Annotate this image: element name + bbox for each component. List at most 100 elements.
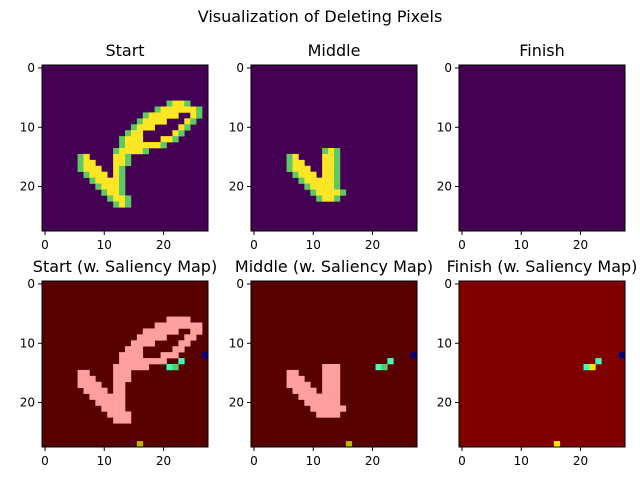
pixel-cell <box>130 340 138 347</box>
pixel-cell <box>196 328 203 335</box>
pixel-cell <box>328 171 335 178</box>
pixel-cell <box>113 159 120 167</box>
pixel-cell <box>322 387 329 394</box>
pixel-cell <box>154 358 161 365</box>
pixel-cell <box>119 399 126 406</box>
pixel-cell <box>130 352 138 359</box>
y-tick-label: 0 <box>444 61 452 75</box>
pixel-cell <box>184 100 191 107</box>
pixel-cell <box>304 381 311 389</box>
pixel-cell <box>113 189 120 196</box>
pixel-cell <box>107 189 114 196</box>
x-tick-label: 20 <box>156 454 171 468</box>
x-tick-label: 20 <box>365 238 380 252</box>
saliency-point <box>595 358 602 365</box>
x-tick-label: 20 <box>365 454 380 468</box>
y-tick-label: 10 <box>229 336 244 350</box>
pixel-cell <box>113 201 120 208</box>
pixel-cell <box>292 375 299 383</box>
pixel-cell <box>154 328 161 335</box>
pixel-cell <box>142 340 150 347</box>
pixel-cell <box>119 189 126 196</box>
pixel-cell <box>89 159 96 167</box>
pixel-cell <box>142 334 150 341</box>
pixel-cell <box>328 369 335 377</box>
pixel-cell <box>89 171 96 178</box>
pixel-cell <box>310 405 317 412</box>
pixel-cell <box>334 405 341 412</box>
pixel-cell <box>304 399 311 406</box>
pixel-cell <box>292 171 299 178</box>
pixel-cell <box>172 106 179 113</box>
pixel-cell <box>160 112 167 119</box>
pixel-cell <box>328 148 335 155</box>
subplot-2: Middle 0 10 20 0 10 20 <box>229 41 418 252</box>
pixel-cell <box>178 100 185 107</box>
pixel-cell <box>160 106 167 113</box>
pixel-cell <box>148 334 155 341</box>
pixel-cell <box>190 328 197 335</box>
axes-frame <box>250 64 418 232</box>
pixel-cell <box>298 171 305 178</box>
pixel-cell <box>328 153 335 161</box>
y-tick-label: 10 <box>20 120 35 134</box>
pixel-cell <box>190 112 197 119</box>
pixel-cell <box>316 177 323 184</box>
pixel-cell <box>310 189 317 196</box>
pixel-cell <box>83 387 90 394</box>
pixel-cell <box>334 183 341 190</box>
pixel-cell <box>77 153 84 161</box>
pixel-cell <box>322 183 329 190</box>
pixel-cell <box>125 201 132 208</box>
x-tick-label: 10 <box>306 454 321 468</box>
pixel-cell <box>328 381 335 389</box>
pixel-cell <box>130 364 138 371</box>
pixel-cell <box>89 375 96 383</box>
pixel-cell <box>166 112 173 119</box>
pixel-cell <box>184 118 191 125</box>
pixel-cell <box>113 183 120 190</box>
pixel-cell <box>190 334 197 341</box>
pixel-cell <box>107 405 114 412</box>
pixel-cell <box>107 177 114 184</box>
pixel-cell <box>136 148 144 155</box>
subplot-title: Middle <box>308 41 361 60</box>
pixel-cell <box>160 322 167 329</box>
saliency-point <box>136 441 144 448</box>
x-tick-label: 0 <box>41 238 49 252</box>
pixel-cell <box>334 177 341 184</box>
pixel-cell <box>328 393 335 400</box>
y-tick-label: 20 <box>20 180 35 194</box>
pixel-cell <box>130 130 138 137</box>
y-tick-label: 20 <box>437 396 452 410</box>
pixel-cell <box>196 112 203 119</box>
pixel-cell <box>136 130 144 137</box>
saliency-point <box>166 364 173 371</box>
y-tick-label: 0 <box>236 61 244 75</box>
pixel-cell <box>190 322 197 329</box>
pixel-cell <box>83 159 90 167</box>
pixel-cell <box>316 195 323 202</box>
pixel-cell <box>83 171 90 178</box>
pixel-cell <box>119 358 126 365</box>
pixel-cell <box>178 316 185 323</box>
pixel-cell <box>125 375 132 383</box>
pixel-cell <box>77 165 84 173</box>
pixel-cell <box>322 148 329 155</box>
pixel-cell <box>89 381 96 389</box>
pixel-cell <box>142 328 150 335</box>
x-tick-label: 0 <box>250 454 258 468</box>
pixel-cell <box>136 136 144 143</box>
x-tick-label: 0 <box>458 454 466 468</box>
pixel-cell <box>113 393 120 400</box>
pixel-cell <box>113 399 120 406</box>
x-tick-label: 0 <box>41 454 49 468</box>
pixel-cell <box>113 177 120 184</box>
pixel-cell <box>172 322 179 329</box>
pixel-cell <box>148 112 155 119</box>
pixel-cell <box>148 124 155 131</box>
pixel-cell <box>184 106 191 113</box>
pixel-cell <box>292 381 299 389</box>
pixel-cell <box>334 399 341 406</box>
pixel-cell <box>142 118 150 125</box>
